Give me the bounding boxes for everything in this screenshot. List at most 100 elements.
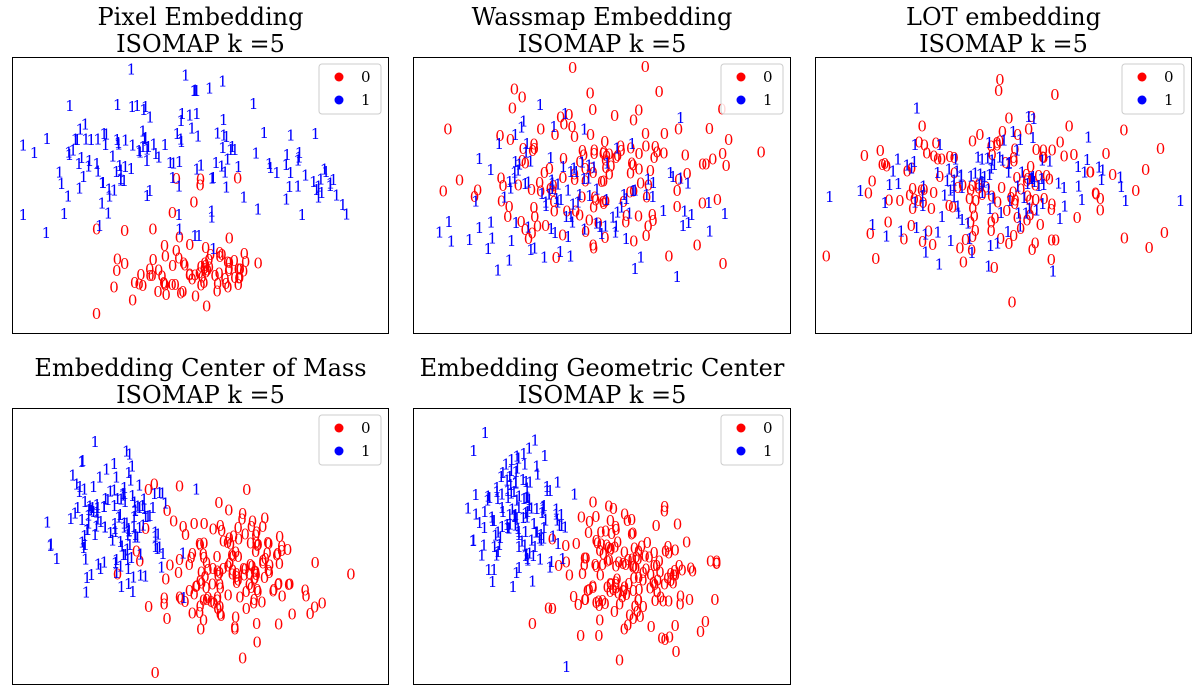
point-digit-0: 0 <box>215 576 225 594</box>
point-digit-1: 1 <box>993 235 1003 253</box>
point-digit-1: 1 <box>570 486 580 504</box>
point-digit-0: 0 <box>610 539 620 557</box>
point-digit-0: 0 <box>648 212 658 230</box>
point-digit-0: 0 <box>677 562 687 580</box>
point-digit-0: 0 <box>195 535 205 553</box>
point-digit-1: 1 <box>520 456 530 474</box>
point-digit-0: 0 <box>232 565 242 583</box>
point-digit-1: 1 <box>321 163 331 181</box>
point-digit-0: 0 <box>620 578 630 596</box>
point-digit-1: 1 <box>973 148 983 166</box>
point-digit-1: 1 <box>520 536 530 554</box>
point-digit-0: 0 <box>202 554 212 572</box>
point-digit-0: 0 <box>514 176 524 194</box>
point-digit-0: 0 <box>234 530 244 548</box>
point-digit-0: 0 <box>919 181 929 199</box>
point-digit-0: 0 <box>933 151 943 169</box>
point-digit-1: 1 <box>548 180 558 198</box>
point-digit-0: 0 <box>201 239 211 257</box>
point-digit-1: 1 <box>192 480 202 498</box>
point-digit-0: 0 <box>237 510 247 528</box>
point-digit-0: 0 <box>864 185 874 203</box>
point-digit-1: 1 <box>124 520 134 538</box>
point-digit-0: 0 <box>1009 149 1019 167</box>
point-digit-0: 0 <box>670 542 680 560</box>
point-digit-0: 0 <box>1029 201 1039 219</box>
point-digit-0: 0 <box>277 538 287 556</box>
point-digit-0: 0 <box>268 583 278 601</box>
legend: 01 <box>720 63 784 115</box>
point-digit-0: 0 <box>160 237 170 255</box>
point-digit-0: 0 <box>217 522 227 540</box>
point-digit-1: 1 <box>140 500 150 518</box>
point-digit-1: 1 <box>580 221 590 239</box>
point-digit-1: 1 <box>485 489 495 507</box>
point-digit-1: 1 <box>123 526 133 544</box>
point-digit-1: 1 <box>894 175 904 193</box>
point-digit-1: 1 <box>98 174 108 192</box>
point-digit-0: 0 <box>241 583 251 601</box>
point-digit-0: 0 <box>648 206 658 224</box>
point-digit-0: 0 <box>673 515 683 533</box>
point-digit-0: 0 <box>253 536 263 554</box>
point-digit-0: 0 <box>1013 126 1023 144</box>
point-digit-0: 0 <box>277 588 287 606</box>
point-digit-1: 1 <box>687 206 697 224</box>
point-digit-0: 0 <box>577 188 587 206</box>
point-digit-0: 0 <box>251 543 261 561</box>
point-digit-0: 0 <box>225 254 235 272</box>
point-digit-0: 0 <box>199 274 209 292</box>
point-digit-0: 0 <box>611 518 621 536</box>
point-digit-1: 1 <box>519 509 529 527</box>
point-digit-1: 1 <box>649 174 659 192</box>
point-digit-0: 0 <box>884 192 894 210</box>
point-digit-0: 0 <box>176 591 186 609</box>
point-digit-1: 1 <box>316 170 326 188</box>
point-digit-0: 0 <box>876 142 886 160</box>
point-digit-0: 0 <box>215 244 225 262</box>
point-digit-1: 1 <box>320 161 330 179</box>
point-digit-0: 0 <box>147 267 157 285</box>
panel-title-2: Wassmap Embedding ISOMAP k =5 <box>413 4 791 58</box>
point-digit-0: 0 <box>169 512 179 530</box>
point-digit-0: 0 <box>587 160 597 178</box>
point-digit-0: 0 <box>1006 189 1016 207</box>
point-digit-0: 0 <box>653 572 663 590</box>
point-digit-1: 1 <box>1038 195 1048 213</box>
point-digit-1: 1 <box>527 532 537 550</box>
point-digit-0: 0 <box>630 539 640 557</box>
point-digit-1: 1 <box>642 186 652 204</box>
point-digit-1: 1 <box>985 134 995 152</box>
point-digit-0: 0 <box>138 277 148 295</box>
point-digit-0: 0 <box>235 588 245 606</box>
point-digit-0: 0 <box>196 572 206 590</box>
point-digit-1: 1 <box>272 164 282 182</box>
point-digit-1: 1 <box>116 557 126 575</box>
point-digit-1: 1 <box>978 184 988 202</box>
point-digit-0: 0 <box>666 572 676 590</box>
point-digit-1: 1 <box>951 151 961 169</box>
point-digit-1: 1 <box>178 545 188 563</box>
point-digit-1: 1 <box>910 136 920 154</box>
point-digit-0: 0 <box>682 534 692 552</box>
point-digit-1: 1 <box>532 500 542 518</box>
point-digit-1: 1 <box>469 442 479 460</box>
point-digit-1: 1 <box>628 135 638 153</box>
point-digit-1: 1 <box>84 501 94 519</box>
point-digit-1: 1 <box>135 143 145 161</box>
legend-box <box>1121 63 1185 115</box>
point-digit-0: 0 <box>623 551 633 569</box>
point-digit-0: 0 <box>588 164 598 182</box>
point-digit-1: 1 <box>81 551 91 569</box>
point-digit-0: 0 <box>599 145 609 163</box>
point-digit-1: 1 <box>552 190 562 208</box>
point-digit-1: 1 <box>181 66 191 84</box>
point-digit-0: 0 <box>641 561 651 579</box>
point-digit-0: 0 <box>639 598 649 616</box>
legend-label-0: 0 <box>1164 68 1174 86</box>
point-digit-0: 0 <box>541 217 551 235</box>
point-digit-1: 1 <box>480 519 490 537</box>
point-digit-0: 0 <box>701 156 711 174</box>
point-digit-1: 1 <box>531 524 541 542</box>
point-digit-1: 1 <box>521 144 531 162</box>
